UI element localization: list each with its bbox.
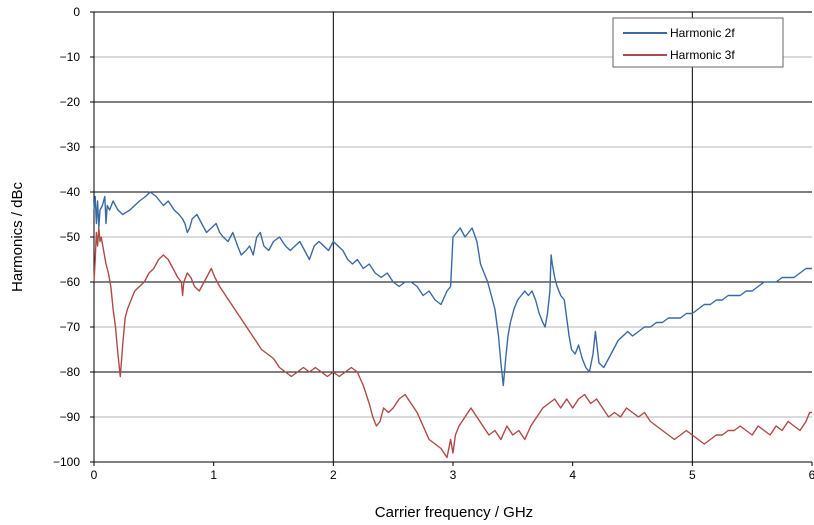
- y-tick-label: −70: [60, 320, 81, 334]
- x-tick-label: 6: [809, 468, 814, 482]
- y-tick-label: 0: [73, 5, 80, 19]
- x-tick-label: 2: [330, 468, 337, 482]
- y-tick-label: −60: [60, 275, 81, 289]
- legend-label-harmonic-3f: Harmonic 3f: [670, 48, 735, 62]
- y-tick-label: −10: [60, 50, 81, 64]
- y-axis-ticks: 0 −10 −20 −30 −40 −50 −60 −70 −80 −90 −100: [53, 5, 94, 469]
- legend: Harmonic 2f Harmonic 3f: [612, 17, 784, 68]
- legend-box: [612, 17, 784, 68]
- x-tick-label: 0: [91, 468, 98, 482]
- y-tick-label: −50: [60, 230, 81, 244]
- y-tick-label: −30: [60, 140, 81, 154]
- x-tick-label: 4: [569, 468, 576, 482]
- y-tick-label: −90: [60, 410, 81, 424]
- x-tick-label: 5: [689, 468, 696, 482]
- y-tick-label: −100: [53, 455, 80, 469]
- series-line-harmonic-2f: [93, 191, 812, 387]
- x-axis-ticks: 0 1 2 3 4 5 6: [91, 462, 814, 482]
- x-axis-label: Carrier frequency / GHz: [375, 504, 533, 521]
- series-line-harmonic-3f: [93, 227, 812, 459]
- y-tick-label: −80: [60, 365, 81, 379]
- series-lines: [93, 191, 812, 459]
- y-tick-label: −20: [60, 95, 81, 109]
- y-axis-label: Harmonics / dBc: [9, 181, 26, 292]
- x-tick-label: 1: [210, 468, 217, 482]
- y-tick-label: −40: [60, 185, 81, 199]
- x-tick-label: 3: [450, 468, 457, 482]
- legend-label-harmonic-2f: Harmonic 2f: [670, 26, 735, 40]
